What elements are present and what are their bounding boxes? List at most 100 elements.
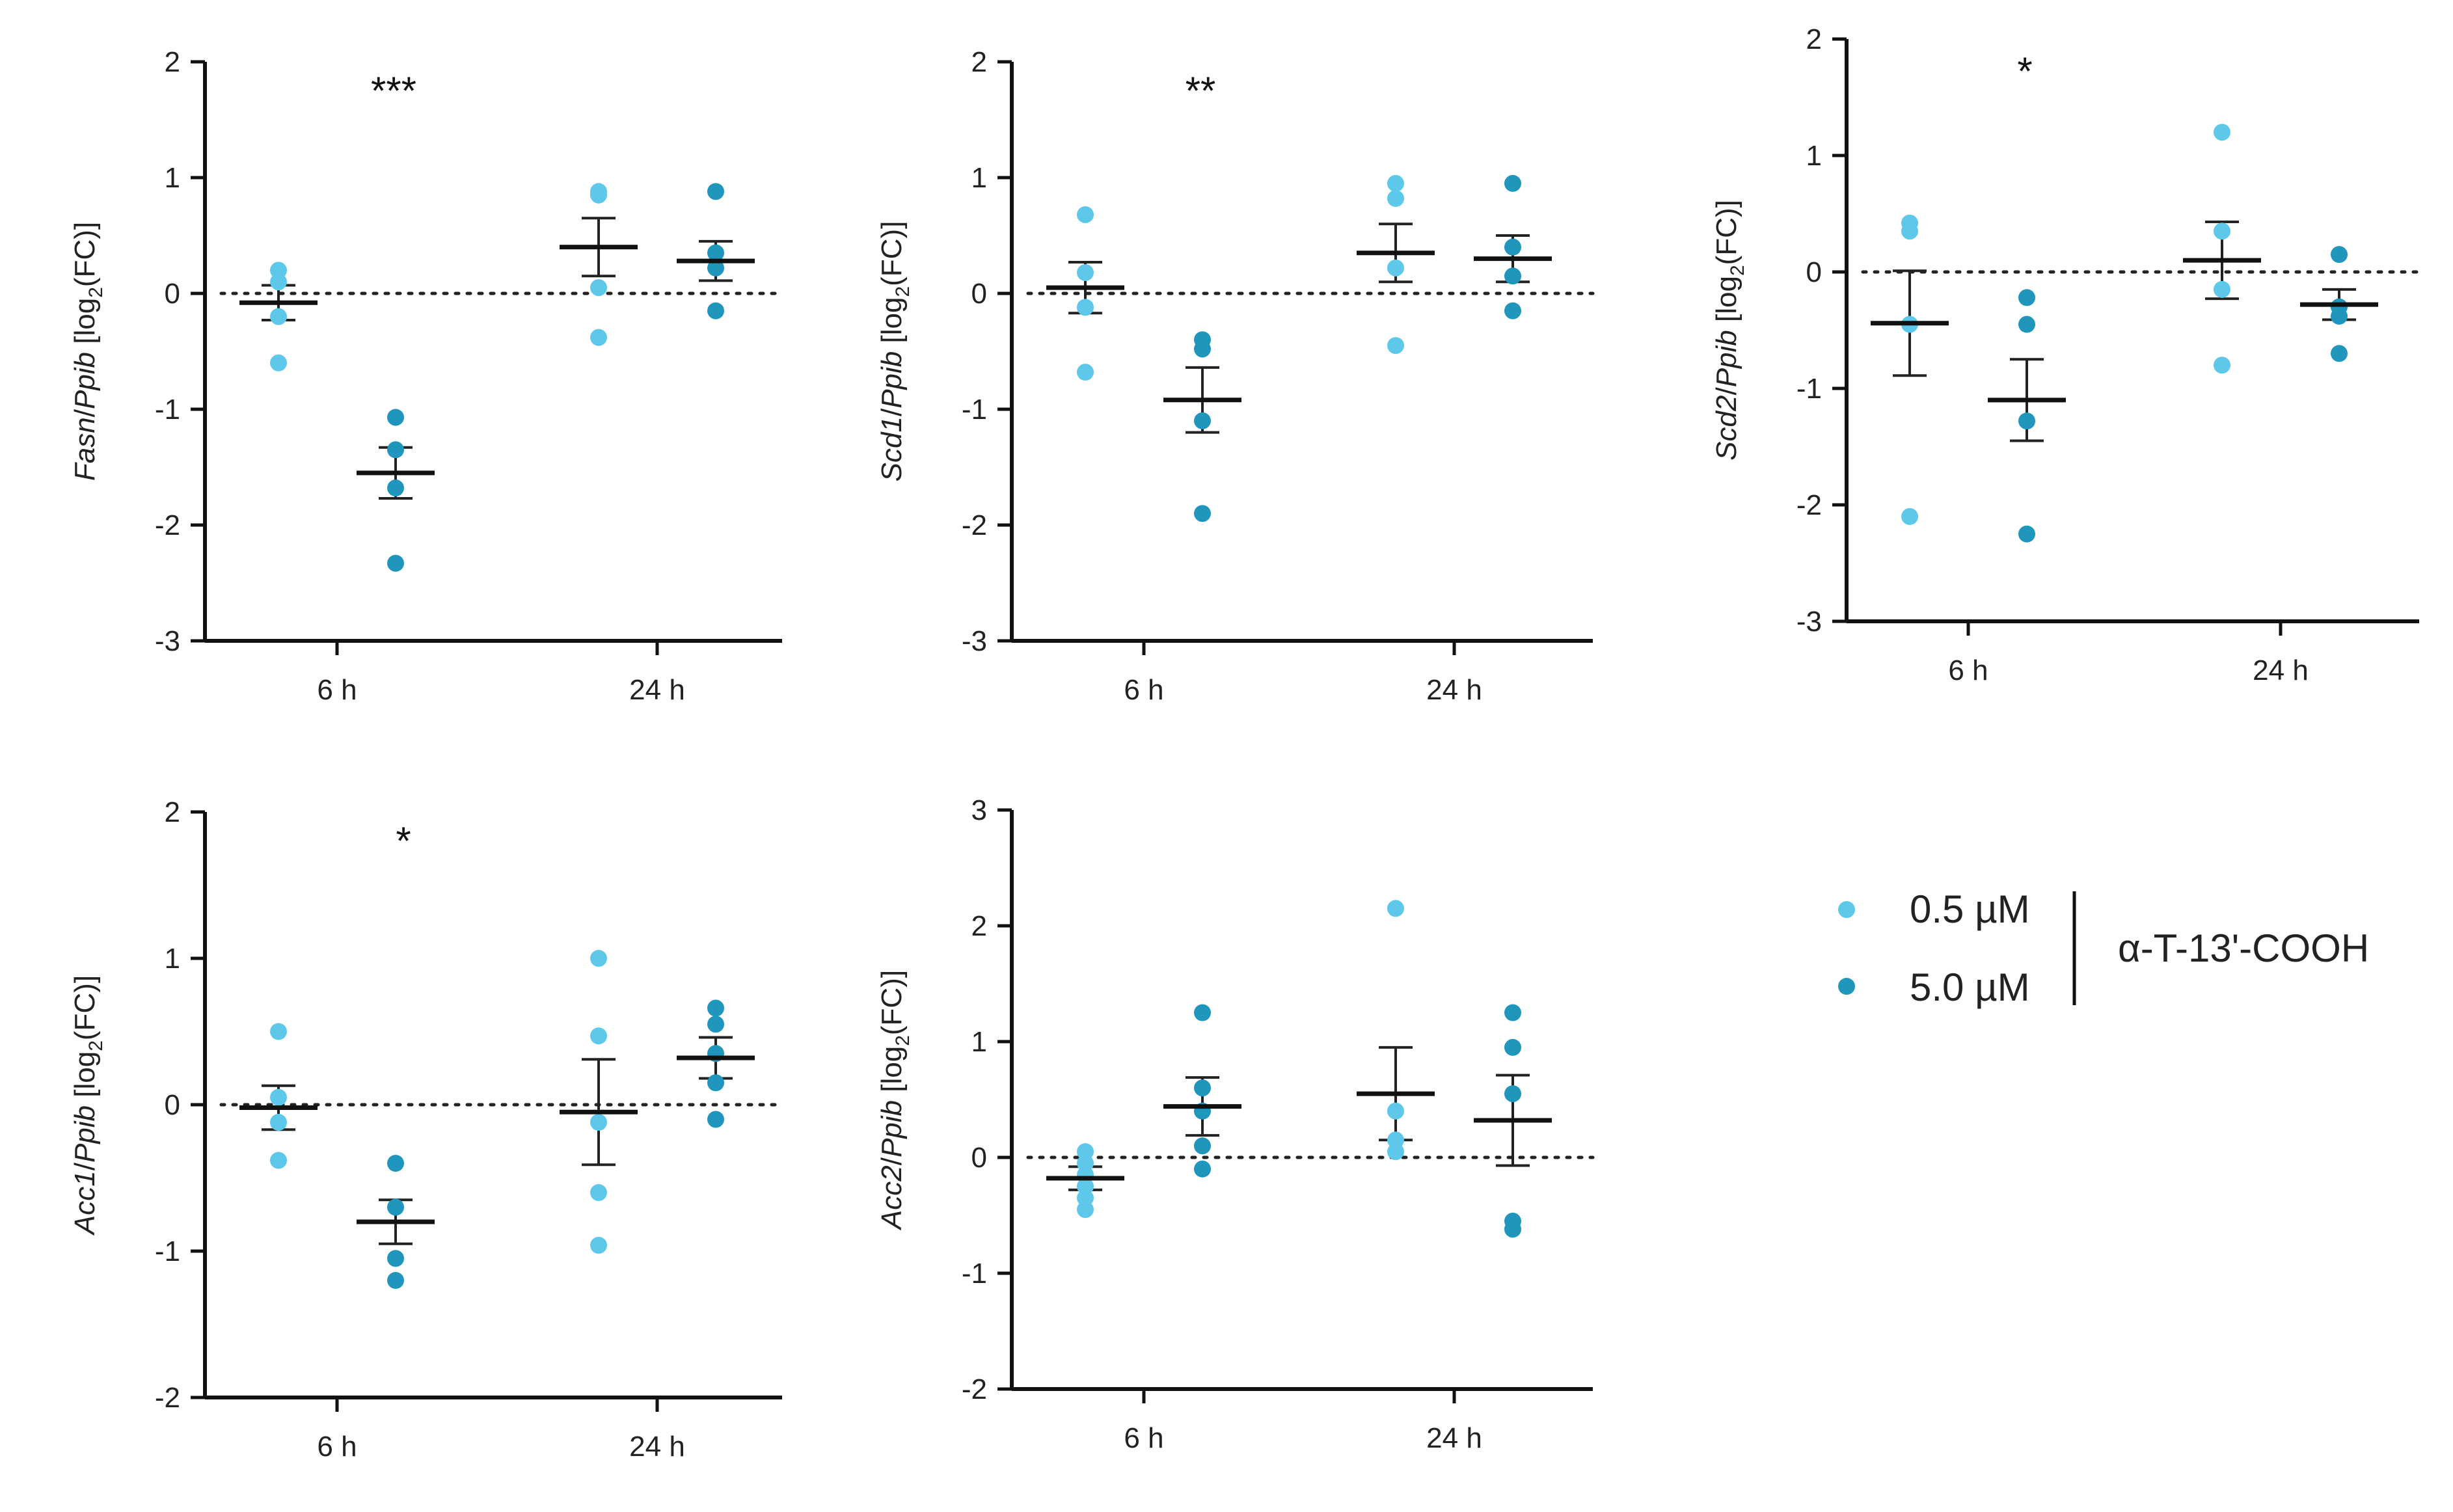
y-tick-label: 1 (1806, 140, 1822, 172)
data-group (1163, 1004, 1241, 1178)
data-point (2018, 316, 2035, 333)
data-point (707, 1111, 724, 1128)
y-axis-label: Scd2/Ppib [log2(FC)] (1711, 200, 1748, 461)
y-tick-label: 0 (165, 1089, 180, 1121)
y-tick-label: 3 (971, 794, 987, 826)
legend-marker-1 (1838, 978, 1855, 995)
y-axis-label: Scd1/Ppib [log2(FC)] (876, 221, 914, 482)
data-point (2018, 412, 2035, 430)
y-tick-label: 2 (971, 910, 987, 942)
data-point (387, 1198, 404, 1216)
data-point (1194, 340, 1211, 358)
x-tick-label: 24 h (629, 1431, 685, 1463)
data-point (1504, 267, 1521, 285)
legend: 0.5 µM 5.0 µM α-T-13'-COOH (1838, 887, 2369, 1009)
data-point (387, 441, 404, 459)
data-point (1077, 364, 1094, 381)
data-point (707, 1016, 724, 1033)
data-point (590, 329, 607, 346)
y-axis-label: Acc1/Ppib [log2(FC)] (69, 975, 107, 1236)
significance-marker: ** (1186, 69, 1216, 113)
data-group (1163, 331, 1241, 522)
data-point (1504, 302, 1521, 319)
data-point (387, 479, 404, 497)
data-point (707, 244, 724, 262)
y-tick-label: 2 (971, 46, 987, 78)
data-point (1387, 190, 1404, 208)
data-point (1504, 1221, 1521, 1238)
y-tick-label: 0 (971, 278, 987, 310)
data-point (590, 1237, 607, 1254)
data-group (357, 409, 435, 572)
data-point (2214, 124, 2230, 141)
x-tick-label: 6 h (317, 1431, 357, 1463)
data-group (1871, 214, 1949, 525)
data-group (560, 183, 638, 346)
data-point (1504, 1085, 1521, 1103)
data-point (1901, 507, 1918, 525)
y-tick-label: -3 (155, 625, 180, 657)
data-point (270, 354, 287, 371)
y-axis-label: Acc2/Ppib [log2(FC)] (876, 970, 914, 1231)
data-point (1387, 259, 1404, 277)
y-tick-label: -1 (155, 1235, 180, 1267)
data-point (590, 1184, 607, 1201)
x-tick-label: 6 h (1948, 655, 1988, 686)
data-point (1504, 1004, 1521, 1021)
legend-compound: α-T-13'-COOH (2118, 926, 2369, 970)
data-point (270, 1023, 287, 1040)
data-group (1357, 174, 1435, 355)
data-point (707, 259, 724, 277)
data-point (590, 1027, 607, 1045)
y-tick-label: -1 (962, 394, 987, 425)
data-point (2214, 357, 2230, 374)
data-point (270, 308, 287, 325)
chart-panel-2: 2 1 0 -1 -2 -3 6 h 24 h ** Scd1/Ppib [log2(FC)] (876, 46, 1595, 706)
x-tick-label: 6 h (1124, 674, 1163, 706)
y-tick-label: -2 (962, 1373, 987, 1405)
data-group (1474, 174, 1552, 319)
data-point (387, 1155, 404, 1172)
x-tick-label: 24 h (629, 674, 685, 706)
data-point (1194, 1004, 1211, 1021)
y-axis-label: Fasn/Ppib [log2(FC)] (69, 222, 107, 481)
data-point (387, 409, 404, 426)
y-tick-label: -2 (155, 509, 180, 541)
y-tick-label: 2 (1806, 23, 1822, 55)
data-point (590, 1114, 607, 1131)
y-tick-label: -1 (155, 394, 180, 425)
y-tick-label: 1 (971, 162, 987, 194)
data-group (239, 1023, 318, 1169)
y-tick-label: -2 (962, 509, 987, 541)
x-tick-label: 6 h (317, 674, 357, 706)
data-point (387, 1250, 404, 1267)
data-group (1988, 289, 2066, 543)
data-point (1901, 223, 1918, 240)
y-tick-label: -3 (1796, 606, 1822, 638)
data-point (2018, 525, 2035, 543)
y-tick-label: 1 (165, 943, 180, 975)
data-point (1387, 1143, 1404, 1161)
data-point (2331, 308, 2348, 325)
data-group (560, 950, 638, 1254)
chart-panel-1: 2 1 0 -1 -2 -3 6 h 24 h *** Fasn/Ppib [log2(FC)] (69, 46, 784, 706)
data-point (1194, 1079, 1211, 1097)
y-tick-label: 0 (971, 1142, 987, 1174)
data-point (590, 950, 607, 967)
data-point (1387, 1131, 1404, 1149)
y-tick-label: 0 (1806, 256, 1822, 288)
y-tick-label: 1 (971, 1026, 987, 1058)
data-point (270, 273, 287, 291)
data-group (677, 183, 755, 319)
data-point (707, 999, 724, 1017)
data-point (1077, 1201, 1094, 1219)
x-tick-label: 24 h (1426, 1422, 1482, 1454)
data-point (2331, 246, 2348, 263)
legend-label-1: 5.0 µM (1910, 965, 2030, 1009)
significance-marker: *** (371, 69, 416, 113)
x-tick-label: 24 h (1426, 674, 1482, 706)
data-group (677, 999, 755, 1128)
y-tick-label: -1 (962, 1258, 987, 1289)
legend-marker-0 (1838, 901, 1855, 918)
legend-label-0: 0.5 µM (1910, 887, 2030, 931)
